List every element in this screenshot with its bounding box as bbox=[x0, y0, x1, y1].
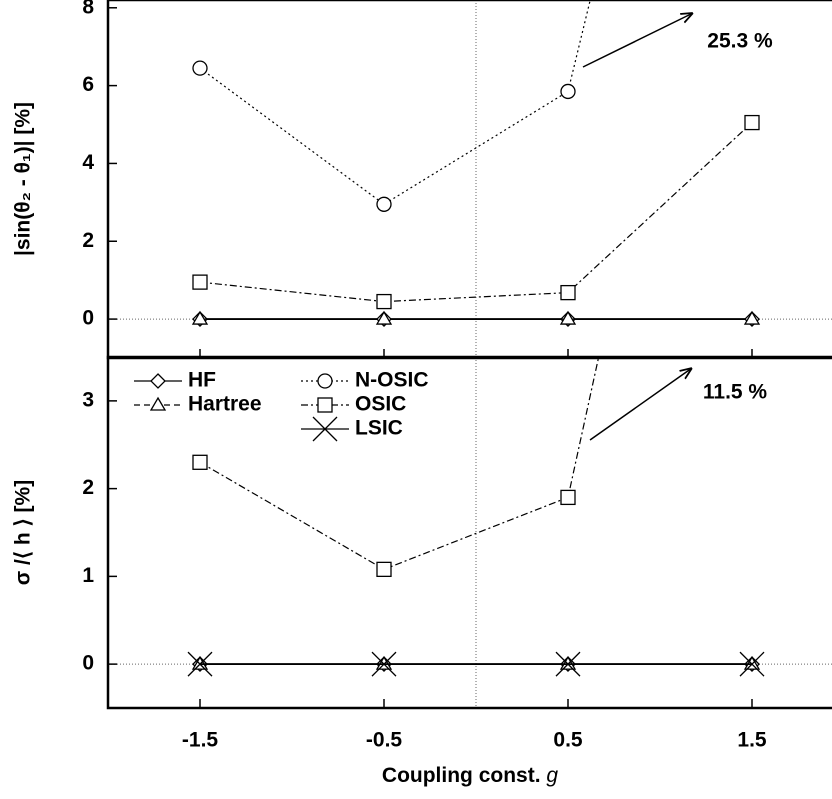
marker bbox=[192, 454, 208, 470]
annotation: 11.5 % bbox=[703, 381, 768, 404]
legend-marker bbox=[312, 416, 338, 442]
marker bbox=[376, 196, 392, 212]
marker bbox=[744, 114, 760, 131]
marker bbox=[560, 489, 576, 506]
legend-marker bbox=[317, 397, 333, 413]
marker bbox=[187, 651, 213, 677]
marker bbox=[560, 83, 576, 100]
marker bbox=[192, 274, 208, 290]
x-axis-label-var: g bbox=[546, 764, 558, 787]
y-tick-label: 0 bbox=[82, 652, 94, 675]
annotation-arrow bbox=[582, 13, 693, 68]
marker bbox=[191, 655, 209, 670]
y-tick-label: 6 bbox=[82, 73, 94, 96]
y-tick-label: 2 bbox=[82, 476, 94, 499]
y-tick-label: 3 bbox=[82, 388, 94, 411]
series-line bbox=[199, 357, 600, 571]
x-tick-label: -1.5 bbox=[182, 729, 219, 752]
x-tick-label: 1.5 bbox=[737, 729, 767, 752]
y-axis-label: σ /⟨ h ⟩ [%] bbox=[12, 480, 35, 585]
plot-area bbox=[108, 0, 832, 358]
legend-label: Hartree bbox=[188, 393, 262, 416]
marker bbox=[743, 310, 761, 325]
annotation-arrow bbox=[589, 368, 692, 441]
plot-frame bbox=[106, 0, 832, 360]
legend-marker bbox=[149, 396, 167, 411]
legend-label: OSIC bbox=[355, 393, 406, 416]
legend-label: N-OSIC bbox=[355, 369, 429, 392]
marker bbox=[375, 655, 393, 670]
marker bbox=[375, 310, 393, 325]
annotation: 25.3 % bbox=[707, 30, 773, 53]
marker bbox=[376, 561, 392, 578]
marker bbox=[559, 655, 577, 670]
x-axis-label-text: Coupling const. bbox=[382, 764, 541, 787]
y-tick-label: 1 bbox=[82, 564, 94, 587]
x-axis-label: Coupling const. g bbox=[382, 764, 559, 787]
marker bbox=[371, 651, 397, 677]
x-tick-label: 0.5 bbox=[553, 729, 583, 752]
legend-label: LSIC bbox=[355, 417, 403, 440]
legend-marker bbox=[317, 373, 333, 389]
legend-label: HF bbox=[188, 369, 216, 392]
marker bbox=[376, 293, 392, 310]
x-tick-label: -0.5 bbox=[366, 729, 403, 752]
plot-frame bbox=[106, 355, 832, 710]
marker bbox=[739, 651, 765, 677]
y-tick-label: 4 bbox=[82, 151, 94, 174]
marker bbox=[192, 60, 208, 76]
marker bbox=[559, 310, 577, 325]
y-tick-label: 2 bbox=[82, 229, 94, 252]
series-line bbox=[199, 122, 753, 303]
plot-area bbox=[108, 357, 832, 708]
y-tick-label: 0 bbox=[82, 307, 94, 330]
marker bbox=[560, 284, 576, 301]
marker bbox=[743, 655, 761, 670]
legend-marker bbox=[150, 373, 166, 389]
marker bbox=[191, 310, 209, 325]
marker bbox=[555, 651, 581, 677]
y-axis-label: |sin(θ₂ - θ₁)| [%] bbox=[12, 102, 35, 256]
y-tick-label: 8 bbox=[82, 0, 94, 18]
series-line bbox=[199, 0, 591, 206]
